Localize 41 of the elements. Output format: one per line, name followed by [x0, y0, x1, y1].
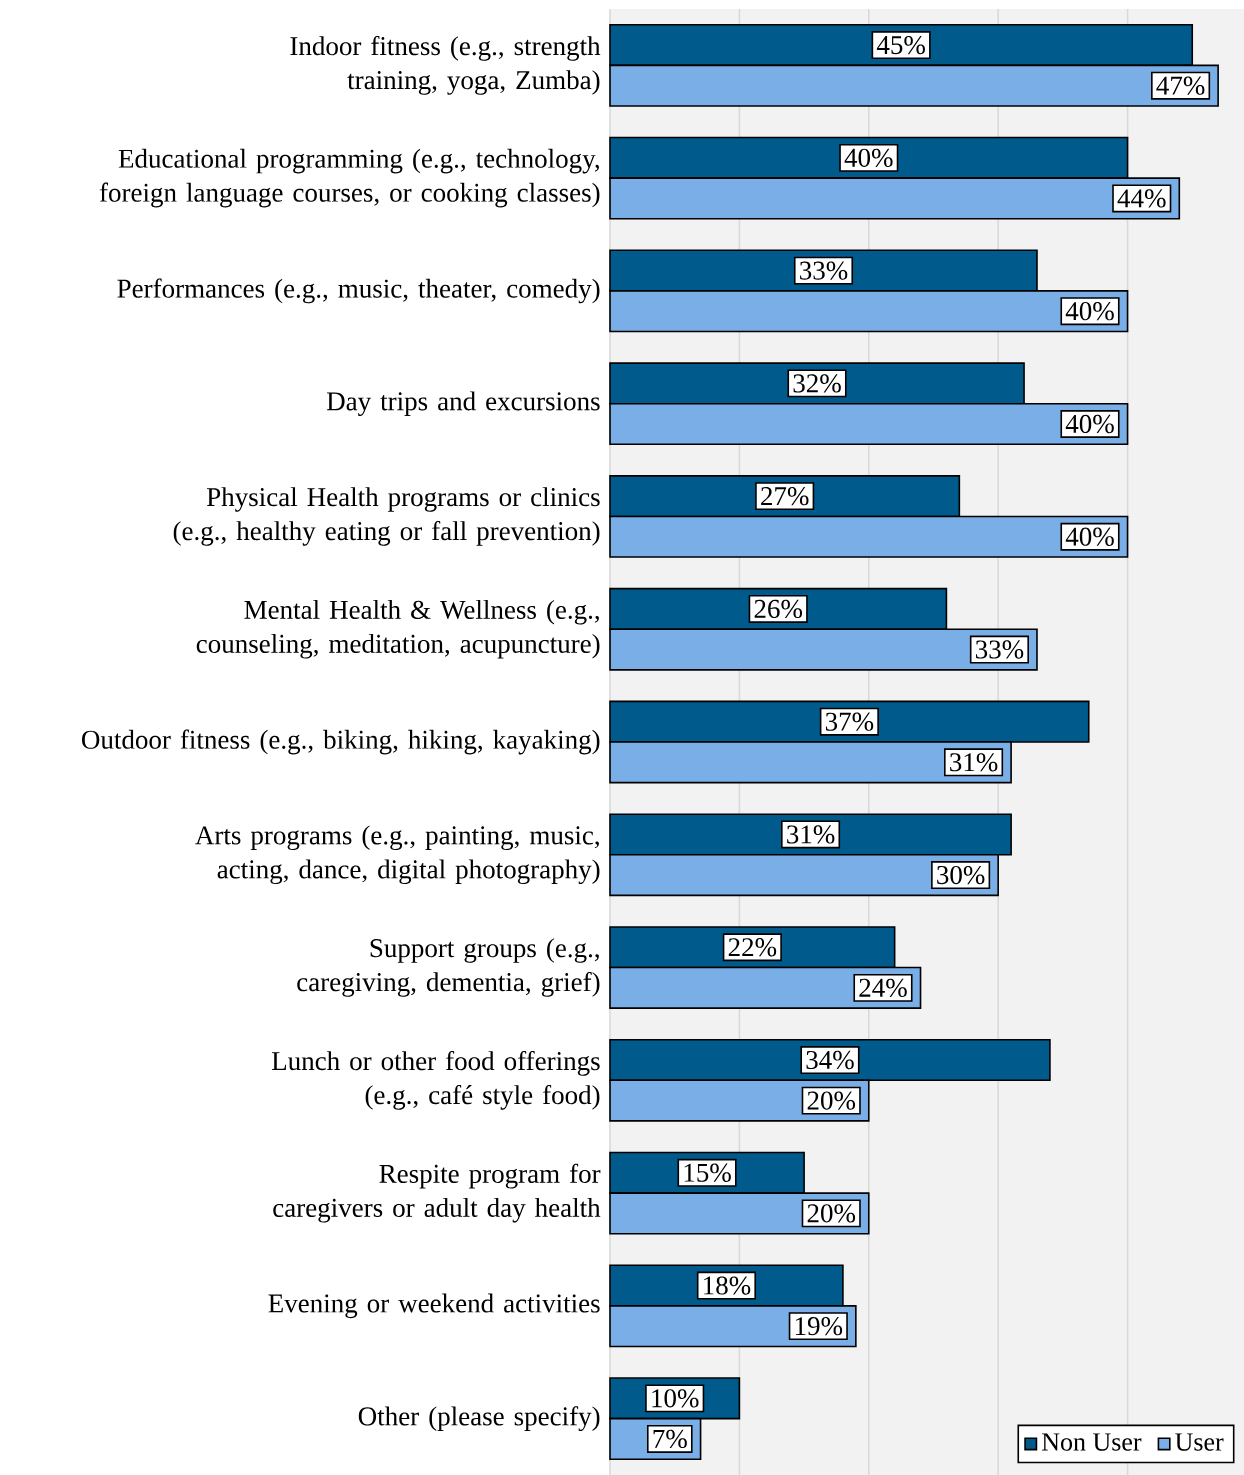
data-label: 15%: [684, 1163, 731, 1182]
data-label: 26%: [754, 599, 803, 619]
legend-label: Non User: [1042, 1433, 1142, 1451]
data-label: 33%: [975, 640, 1024, 659]
data-label: 44%: [1117, 189, 1166, 208]
y-tick-label: Arts programs (e.g., painting, music, acting, dance, digital photography): [195, 825, 600, 885]
data-label: 22%: [728, 938, 777, 957]
y-tick-label: Evening or weekend activities: [268, 1293, 600, 1319]
y-tick-label: Support groups (e.g., caregiving, dementia, grief): [297, 938, 600, 997]
data-label: 32%: [793, 374, 841, 393]
data-label: 7%: [653, 1429, 687, 1449]
data-label: 10%: [652, 1389, 699, 1408]
y-tick-label: Performances (e.g., music, theater, comedy): [117, 278, 600, 304]
data-label: 40%: [1065, 527, 1114, 546]
y-tick-label: Educational programming (e.g., technology, foreign language courses, or cooking classes): [99, 148, 600, 208]
data-label: 40%: [1065, 414, 1114, 434]
data-label: 34%: [806, 1050, 854, 1070]
data-label: 20%: [807, 1204, 856, 1223]
data-label: 33%: [800, 261, 848, 280]
data-label: 19%: [795, 1316, 843, 1336]
data-label: 31%: [787, 825, 835, 844]
data-label: 20%: [807, 1091, 856, 1110]
data-label: 47%: [1156, 76, 1205, 95]
y-tick-label: Outdoor fitness (e.g., biking, hiking, kayaking): [82, 729, 600, 755]
legend-label: User: [1175, 1433, 1224, 1451]
y-tick-label: Lunch or other food offerings (e.g., café style food): [271, 1050, 600, 1110]
y-tick-label: Day trips and excursions: [326, 391, 600, 416]
data-label: 40%: [844, 148, 893, 167]
y-tick-label: Respite program for caregivers or adult day health: [273, 1163, 601, 1223]
data-label: 40%: [1065, 302, 1114, 321]
data-label: 45%: [876, 35, 925, 55]
data-label: 24%: [859, 978, 907, 997]
data-label: 30%: [937, 865, 985, 885]
data-label: 27%: [761, 486, 809, 506]
data-label: 31%: [950, 753, 998, 772]
y-tick-label: Other (please specify): [358, 1406, 600, 1432]
data-label: 37%: [825, 712, 874, 731]
y-tick-label: Mental Health & Wellness (e.g., counseling, meditation, acupuncture): [196, 599, 600, 659]
y-tick-label: Indoor fitness (e.g., strength training, yoga, Zumba): [290, 35, 601, 95]
data-label: 18%: [704, 1276, 751, 1295]
y-tick-label: Physical Health programs or clinics (e.g., healthy eating or fall prevention): [173, 487, 600, 546]
